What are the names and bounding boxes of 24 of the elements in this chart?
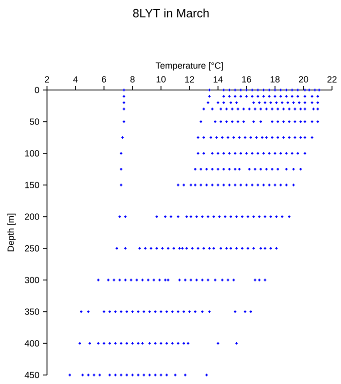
x-tick-label: 8	[130, 76, 135, 82]
x-tick-label: 10	[156, 76, 166, 82]
x-tick-label: 22	[327, 76, 337, 82]
y-tick-label: 300	[24, 276, 40, 284]
y-tick-label: 50	[30, 118, 40, 125]
y-tick-label: 0	[34, 86, 40, 94]
x-tick-label: 16	[242, 76, 252, 82]
chart-title: 8LYT in March	[133, 8, 209, 18]
y-tick-label: 450	[24, 372, 40, 378]
y-tick-label: 250	[24, 245, 40, 252]
y-tick-label: 150	[25, 182, 40, 188]
x-tick-label: 14	[214, 76, 223, 82]
y-tick-label: 100	[25, 150, 40, 157]
y-tick-label: 200	[24, 213, 40, 220]
y-axis-title: Depth [m]	[7, 214, 16, 252]
y-tick-label: 400	[24, 340, 40, 347]
x-tick-label: 20	[298, 76, 308, 82]
x-tick-label: 6	[102, 76, 106, 82]
x-tick-label: 18	[270, 76, 280, 82]
x-tick-label: 12	[185, 76, 194, 82]
x-tick-label: 2	[44, 76, 50, 82]
x-tick-label: 4	[73, 76, 78, 82]
x-axis-title: Temperature [°C]	[156, 62, 223, 70]
y-tick-label: 350	[24, 308, 40, 315]
